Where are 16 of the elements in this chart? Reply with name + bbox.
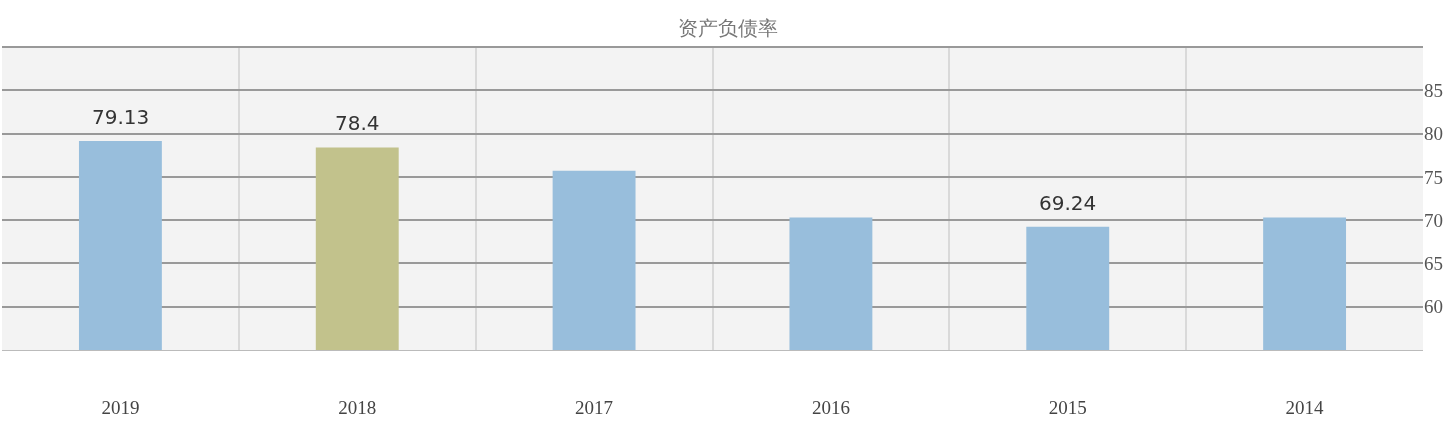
y-tick-label: 60 [1424, 296, 1443, 318]
y-tick-label: 75 [1424, 166, 1443, 188]
x-tick-label: 2015 [1048, 396, 1087, 418]
y-tick-label: 70 [1424, 209, 1443, 231]
data-label: 69.24 [1039, 191, 1097, 215]
data-label: 79.13 [92, 105, 150, 129]
x-tick-label: 2018 [338, 396, 377, 418]
x-tick-label: 2016 [811, 396, 850, 418]
chart-title: 资产负债率 [677, 16, 778, 40]
y-tick-label: 80 [1424, 123, 1443, 145]
data-label: 78.4 [335, 111, 380, 135]
x-tick-label: 2017 [575, 396, 614, 418]
x-tick-label: 2014 [1285, 396, 1325, 418]
x-tick-label: 2019 [101, 396, 140, 418]
y-tick-label: 65 [1424, 253, 1443, 275]
y-tick-label: 85 [1424, 79, 1443, 101]
